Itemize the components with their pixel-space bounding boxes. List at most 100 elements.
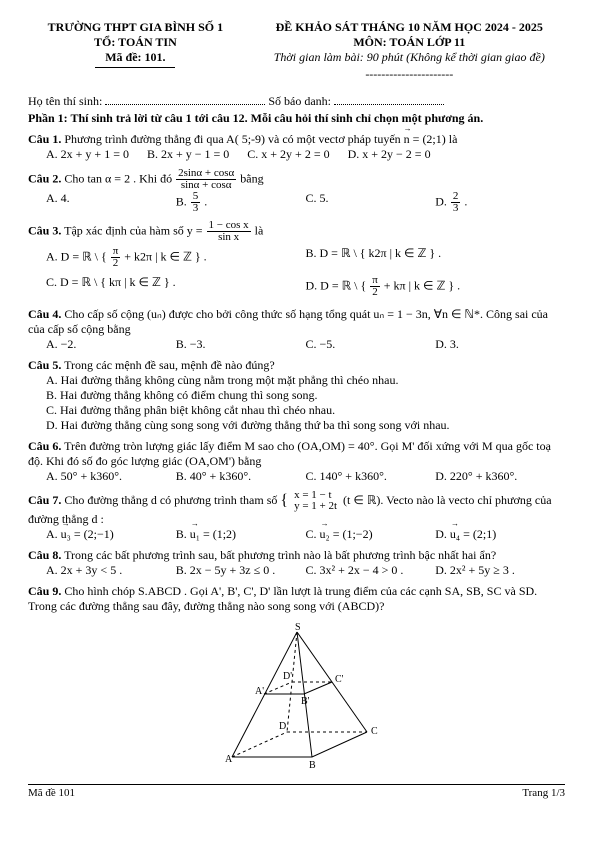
q7-sys2: y = 1 + 2t	[292, 501, 339, 512]
id-label: Số báo danh:	[268, 94, 331, 108]
q1-text-a: Phương trình đường thẳng đi qua A( 5;-9)…	[64, 132, 403, 146]
q2-d-n: 2	[451, 191, 461, 202]
subject-title: MÔN: TOÁN LỚP 11	[254, 35, 565, 50]
question-7: Câu 7. Cho đường thẳng d có phương trình…	[28, 490, 565, 527]
figure-label-b1: B'	[301, 696, 310, 707]
vector-icon: u₂	[320, 527, 330, 542]
page-footer: Mã đề 101 Trang 1/3	[28, 784, 565, 799]
q2-b-n: 5	[191, 191, 201, 202]
fraction-icon: 2 3	[451, 191, 461, 214]
q2-choice-b: B. 5 3 .	[176, 191, 306, 214]
q2-d-d: 3	[451, 202, 461, 214]
q2-frac-d: sinα + cosα	[176, 179, 236, 191]
vector-n-icon: n	[404, 132, 410, 147]
page-header: TRƯỜNG THPT GIA BÌNH SỐ 1 TỔ: TOÁN TIN M…	[28, 20, 565, 84]
q2-b-d: 3	[191, 202, 201, 214]
q2-text-a: Cho tan α = 2 . Khi đó	[64, 171, 175, 185]
candidate-row: Họ tên thí sinh: Số báo danh:	[28, 94, 565, 109]
q6-choice-a: A. 50° + k360°.	[46, 469, 176, 484]
q5-choice-d: D. Hai đường thẳng cùng song song với đư…	[46, 418, 565, 433]
question-5: Câu 5. Trong các mệnh đề sau, mệnh đề nà…	[28, 358, 565, 373]
question-4: Câu 4. Cho cấp số cộng (uₙ) được cho bởi…	[28, 307, 565, 337]
q3-text-b: là	[255, 223, 264, 237]
school-name: TRƯỜNG THPT GIA BÌNH SỐ 1	[28, 20, 243, 35]
q3-d-n: π	[370, 275, 380, 286]
footer-right: Trang 1/3	[522, 787, 565, 799]
q7-text-a: Cho đường thẳng d có phương trình tham s…	[64, 493, 280, 507]
q3-choice-b: B. D = ℝ \ { k2π | k ∈ ℤ } .	[306, 246, 566, 269]
q4-choice-d: D. 3.	[435, 337, 565, 352]
q6-choice-c: C. 140° + k360°.	[306, 469, 436, 484]
q7-a-pre: A.	[46, 527, 61, 541]
question-8: Câu 8. Trong các bất phương trình sau, b…	[28, 548, 565, 563]
vector-icon: u₄	[450, 527, 460, 542]
fraction-icon: 5 3	[191, 191, 201, 214]
q1-label: Câu 1.	[28, 132, 61, 146]
q7-a-post: = (2;−1)	[71, 527, 114, 541]
figure-label-c1: C'	[335, 674, 344, 685]
vector-icon: u₁	[190, 527, 200, 542]
q6-choice-b: B. 40° + k360°.	[176, 469, 306, 484]
q2-b-post: .	[204, 194, 207, 208]
q3-label: Câu 3.	[28, 223, 61, 237]
figure-label-a1: A'	[255, 686, 264, 697]
q5-choice-c: C. Hai đường thẳng phân biệt không cắt n…	[46, 403, 565, 418]
dept-name: TỔ: TOÁN TIN	[28, 35, 243, 50]
id-field	[334, 94, 444, 105]
system-eq: x = 1 − t y = 1 + 2t	[292, 490, 339, 512]
q1-choice-d: D. x + 2y − 2 = 0	[348, 147, 431, 162]
figure-label-d1: D'	[283, 671, 292, 682]
figure-label-d: D	[279, 721, 286, 732]
q8-choice-b: B. 2x − 5y + 3z ≤ 0 .	[176, 563, 306, 578]
rule-line	[95, 67, 175, 68]
figure-label-a: A	[225, 754, 233, 765]
q6-text: Trên đường tròn lượng giác lấy điểm M sa…	[28, 439, 551, 468]
question-6: Câu 6. Trên đường tròn lượng giác lấy đi…	[28, 439, 565, 469]
q6-label: Câu 6.	[28, 439, 61, 453]
name-field	[105, 94, 265, 105]
q7-label: Câu 7.	[28, 493, 61, 507]
q2-label: Câu 2.	[28, 171, 61, 185]
q5-text: Trong các mệnh đề sau, mệnh đề nào đúng?	[64, 358, 275, 372]
q7-c-pre: C.	[306, 527, 320, 541]
footer-left: Mã đề 101	[28, 787, 75, 799]
q5-choice-a: A. Hai đường thẳng không cùng nằm trong …	[46, 373, 565, 388]
fraction-icon: π 2	[370, 275, 380, 298]
q7-choice-b: B. u₁ = (1;2)	[176, 527, 306, 542]
q3-frac-d: sin x	[207, 231, 251, 243]
q3-frac-n: 1 − cos x	[207, 220, 251, 231]
vector-icon: u₃	[61, 527, 71, 542]
q2-choice-a: A. 4.	[46, 191, 176, 214]
name-label: Họ tên thí sinh:	[28, 94, 102, 108]
q7-choice-a: A. u₃ = (2;−1)	[46, 527, 176, 542]
q4-text: Cho cấp số cộng (uₙ) được cho bởi công t…	[28, 307, 548, 336]
q3-choice-d: D. D = ℝ \ { π 2 + kπ | k ∈ ℤ } .	[306, 275, 566, 298]
q1-choice-c: C. x + 2y + 2 = 0	[247, 147, 329, 162]
fraction-icon: 2sinα + cosα sinα + cosα	[176, 168, 236, 191]
q3-d-pre: D. D = ℝ \ {	[306, 278, 370, 292]
q3-choice-c: C. D = ℝ \ { kπ | k ∈ ℤ } .	[46, 275, 306, 298]
q7-d-post: = (2;1)	[460, 527, 496, 541]
q3-a-pre: A. D = ℝ \ {	[46, 249, 110, 263]
q4-choice-c: C. −5.	[306, 337, 436, 352]
q9-label: Câu 9.	[28, 584, 61, 598]
figure-label-s: S	[295, 622, 301, 633]
q7-choice-c: C. u₂ = (1;−2)	[306, 527, 436, 542]
exam-time: Thời gian làm bài: 90 phút (Không kể thờ…	[274, 50, 545, 64]
q7-b-pre: B.	[176, 527, 190, 541]
q4-label: Câu 4.	[28, 307, 61, 321]
pyramid-figure: S A B C D A' B' C' D'	[28, 622, 565, 776]
q1-choice-b: B. 2x + y − 1 = 0	[147, 147, 229, 162]
q3-d-post: + kπ | k ∈ ℤ } .	[384, 278, 460, 292]
q3-a-d: 2	[111, 257, 121, 269]
question-2: Câu 2. Cho tan α = 2 . Khi đó 2sinα + co…	[28, 168, 565, 191]
fraction-icon: π 2	[111, 246, 121, 269]
q4-choice-b: B. −3.	[176, 337, 306, 352]
q3-d-d: 2	[370, 286, 380, 298]
fraction-icon: 1 − cos x sin x	[207, 220, 251, 243]
q7-choice-d: D. u₄ = (2;1)	[435, 527, 565, 542]
q2-text-b: bằng	[240, 171, 263, 185]
figure-label-c: C	[371, 726, 378, 737]
q9-text: Cho hình chóp S.ABCD . Gọi A', B', C', D…	[28, 584, 537, 613]
q1-text-b: = (2;1) là	[413, 132, 458, 146]
